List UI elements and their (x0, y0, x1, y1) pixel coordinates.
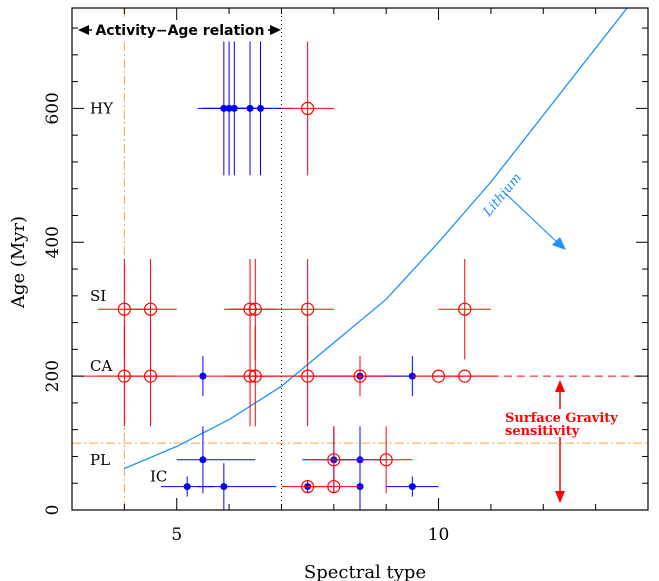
open-circle-marker (248, 302, 262, 316)
y-tick-label: 600 (43, 92, 63, 124)
open-circle-marker (353, 369, 367, 383)
data-layer (98, 41, 497, 510)
filled-data-point (197, 463, 277, 510)
open-data-point (281, 325, 334, 427)
open-circle-marker (301, 101, 315, 116)
filled-circle-marker (408, 483, 416, 491)
axes-frame: HY SI CA PL IC 5 10 0 200 400 600 (43, 7, 649, 545)
open-data-point (433, 369, 497, 383)
group-label: HY (90, 99, 114, 117)
group-label: IC (150, 468, 167, 486)
activity-age-annotation: Activity−Age relation (78, 20, 281, 40)
group-label: CA (90, 357, 112, 375)
open-circle-marker (143, 369, 158, 383)
open-data-point (333, 356, 387, 397)
y-tick-label: 200 (43, 360, 63, 392)
open-data-point (307, 426, 360, 494)
x-tick-label: 10 (428, 525, 450, 545)
group-label: PL (90, 451, 110, 469)
lithium-curve (124, 7, 628, 470)
arrow-down-icon (555, 491, 565, 503)
y-axis-title: Age (Myr) (8, 216, 29, 309)
open-circle-marker (458, 302, 472, 316)
surface-gravity-label-1: Surface Gravity (505, 411, 618, 426)
open-circle-marker (458, 369, 472, 383)
lithium-label: Lithium (480, 171, 525, 221)
open-data-point (360, 426, 413, 494)
surface-gravity-label-2: sensitivity (505, 424, 580, 439)
filled-circle-marker (199, 372, 207, 380)
surface-gravity-annotation: Surface Gravity sensitivity (498, 380, 624, 503)
activity-age-label: Activity−Age relation (95, 23, 264, 39)
y-tick-label: 400 (43, 226, 63, 258)
open-circle-marker (143, 302, 158, 316)
filled-circle-marker (257, 104, 265, 112)
open-data-point (281, 41, 334, 176)
activity-age-label-bg (92, 20, 268, 40)
surface-gravity-label-bg (498, 409, 624, 437)
arrow-left-icon (78, 25, 89, 35)
filled-data-point (176, 426, 256, 494)
open-data-point (438, 259, 491, 360)
filled-circle-marker (183, 483, 191, 491)
lithium-arrow-icon (552, 237, 566, 250)
arrow-right-icon (270, 25, 281, 35)
filled-circle-marker (199, 456, 207, 464)
open-circle-marker (379, 453, 393, 467)
open-circle-marker (301, 369, 315, 383)
plot-frame (71, 7, 649, 511)
open-circle-marker (248, 369, 262, 383)
lithium-arrow-line (504, 192, 561, 246)
arrow-up-icon (555, 380, 565, 392)
x-axis-title: Spectral type (304, 562, 426, 581)
y-tick-label: 0 (43, 505, 63, 516)
lithium-annotation: Lithium (480, 171, 566, 250)
filled-data-point (199, 356, 207, 397)
x-tick-label: 5 (171, 525, 182, 545)
open-data-point (229, 325, 282, 427)
group-label: SI (90, 287, 106, 305)
open-circle-marker (301, 302, 315, 316)
open-data-point (124, 325, 177, 427)
filled-circle-marker (220, 483, 228, 491)
filled-data-point (386, 476, 439, 497)
open-circle-marker (327, 453, 341, 467)
